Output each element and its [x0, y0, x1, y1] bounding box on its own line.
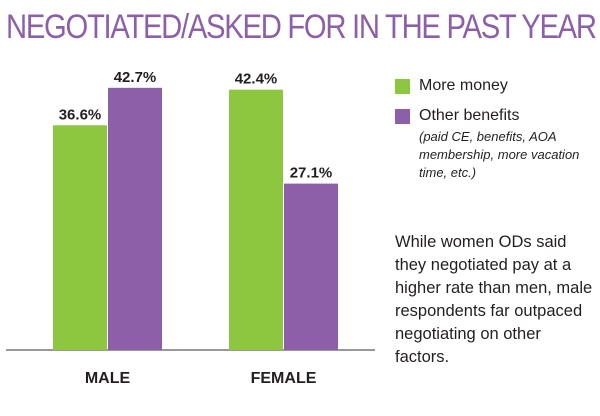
legend-label: More money [419, 77, 508, 94]
bar-male-other-benefits [108, 87, 162, 351]
data-label: 27.1% [290, 165, 333, 182]
data-label: 42.7% [114, 69, 157, 86]
annotation-text: While women ODs said they negotiated pay… [395, 233, 593, 366]
chart-title: NEGOTIATED/ASKED FOR IN THE PAST YEAR [6, 8, 597, 46]
legend-swatch-more-money [395, 79, 410, 94]
data-label: 36.6% [59, 106, 102, 123]
bar-chart: 36.6% 42.7% MALE 42.4% 27.1% FEMALE [6, 69, 375, 387]
legend-item-more-money: More money [395, 76, 595, 96]
legend-label: Other benefits [419, 107, 520, 124]
legend: More money Other benefits (paid CE, bene… [395, 76, 595, 182]
category-label: MALE [85, 370, 131, 387]
bar-female-other-benefits [284, 183, 338, 350]
legend-item-other-benefits: Other benefits (paid CE, benefits, AOA m… [395, 106, 595, 182]
bar-male-more-money [53, 125, 107, 350]
legend-swatch-other-benefits [395, 109, 410, 124]
bar-female-more-money [229, 89, 283, 350]
legend-note: (paid CE, benefits, AOA membership, more… [419, 129, 580, 180]
data-label: 42.4% [235, 71, 278, 88]
category-label: FEMALE [251, 370, 317, 387]
